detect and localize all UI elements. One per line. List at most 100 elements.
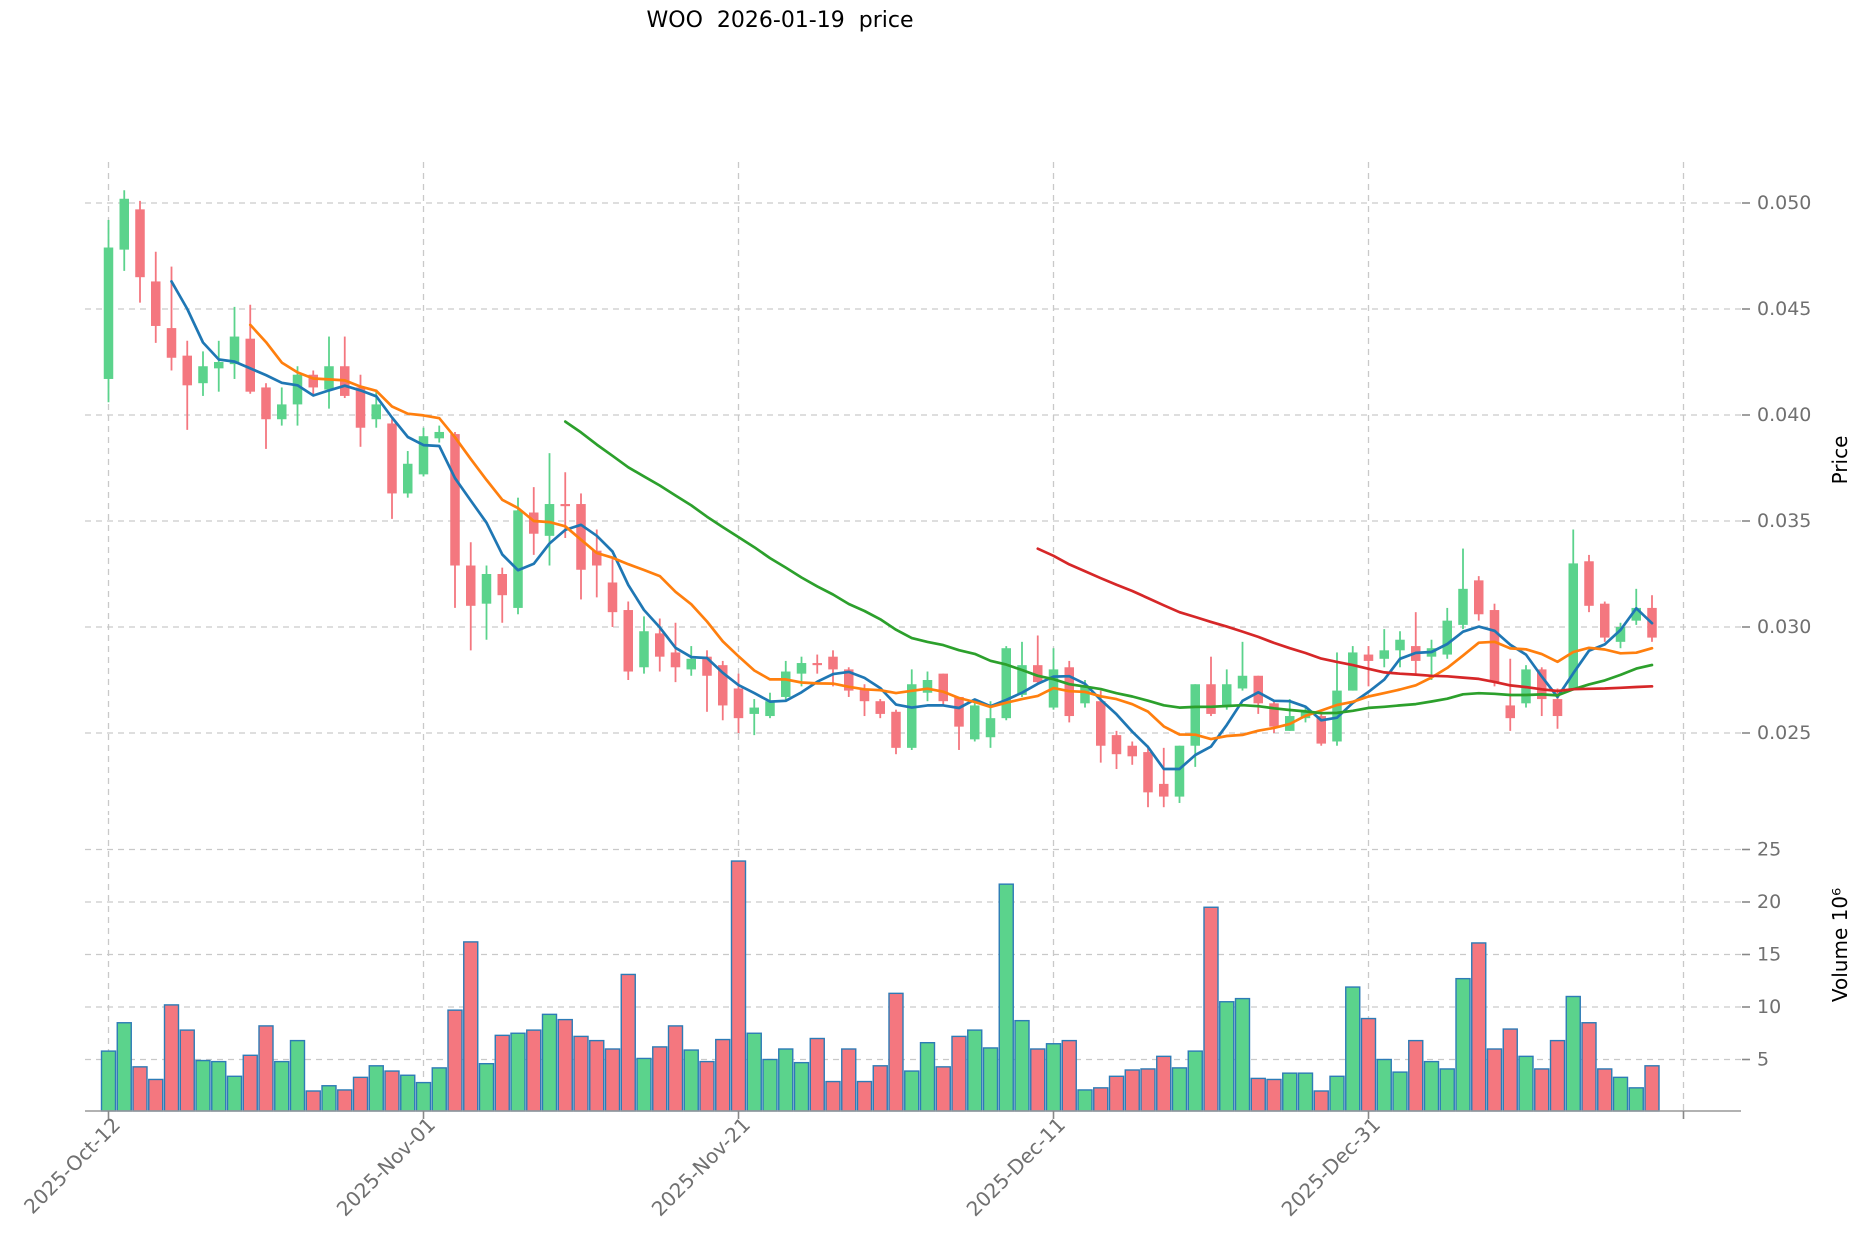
volume-bar [1408,1039,1424,1112]
volume-bar [195,1059,211,1112]
volume-bar [841,1048,857,1112]
candle-body [1033,665,1043,683]
candle-body [135,209,145,278]
volume-bar [667,1025,684,1112]
candle-body [607,582,618,613]
candle-body [733,688,744,719]
volume-tick-label: 25 [1757,839,1781,861]
volume-bar [683,1049,699,1112]
volume-tick-label: 15 [1757,944,1781,966]
candle-body [702,656,712,676]
candle-body [497,574,507,596]
candle-body [1316,716,1326,744]
volume-bar [1234,997,1251,1112]
sma-10-line [248,323,1654,741]
candle-body [655,633,665,657]
volume-tick-label: 5 [1757,1049,1769,1071]
volume-bar [1140,1068,1156,1112]
candle-body [922,680,933,693]
volume-bar [352,1076,369,1112]
volume-bar [242,1054,258,1112]
candle-body [1363,654,1374,661]
volume-bar [1093,1087,1109,1112]
volume-bar [1534,1068,1550,1112]
candles-layer [103,190,1657,808]
volume-bar [1518,1055,1534,1112]
volume-bar [809,1037,825,1112]
volume-bar [1439,1068,1455,1112]
date-tick-label: 2025-Oct-12 [19,1113,125,1219]
volume-bar [1565,995,1581,1112]
candle-body [1442,620,1452,655]
candle-body [1395,639,1405,651]
candle-body [544,504,555,536]
candle-body [1552,699,1563,717]
volume-bar [258,1025,274,1112]
volume-bar [1282,1072,1298,1112]
volume-bar [1612,1076,1629,1112]
volume-bar [1345,986,1361,1112]
date-tick-label: 2025-Dec-31 [1277,1113,1386,1222]
candle-body [812,663,822,666]
price-tick-label: 0.050 [1757,192,1811,214]
price-axis-title: Price [1828,436,1852,485]
candle-body [1584,561,1594,606]
candle-body [355,387,366,428]
candle-body [592,550,602,566]
volume-bar [1581,1022,1597,1112]
volume-bar [211,1060,227,1112]
chart-title: WOO 2026-01-19 price [646,8,914,33]
volume-bar [573,1035,589,1112]
candle-body [292,374,303,405]
volume-bar [132,1066,148,1112]
volume-bar [179,1029,195,1112]
volume-bar [1203,906,1219,1112]
candle-body [1237,675,1248,689]
sma-30-line [563,420,1654,715]
candle-body [182,355,192,386]
volume-axis-title: Volume 10⁶ [1828,888,1852,1002]
candle-body [1080,686,1090,704]
volume-bar [557,1018,573,1112]
candle-body [1253,675,1263,704]
volume-bar [1266,1078,1282,1112]
volume-bar [431,1067,447,1112]
candle-body [481,574,492,604]
volume-bar [636,1057,652,1112]
candle-body [229,336,240,365]
candle-body [718,665,728,706]
volume-bar [589,1039,605,1112]
volume-bar [1486,1048,1503,1112]
volume-bar [1628,1087,1644,1112]
volume-bar [337,1089,353,1112]
candle-body [1159,783,1169,797]
candle-body [1096,701,1106,746]
volume-bar [620,973,636,1112]
volume-bar [951,1035,967,1112]
volume-bar [904,1070,920,1112]
volume-bar [730,860,747,1112]
volume-bar [982,1047,999,1112]
candle-body [1222,684,1232,706]
volume-bar [1297,1072,1314,1112]
volume-bar [541,1013,558,1112]
volume-bar [1077,1089,1093,1112]
candle-body [308,374,318,388]
volume-bar [746,1032,762,1112]
volume-bar [163,1004,180,1112]
candle-body [954,696,964,727]
candle-body [513,510,523,608]
candle-body [875,701,885,714]
candle-body [985,718,996,738]
candle-body [387,423,397,494]
volume-bar [1423,1060,1440,1112]
volume-bar [116,1022,132,1112]
candle-body [1111,735,1122,755]
candle-body [686,658,696,670]
volume-bar [1376,1058,1392,1112]
volume-bar [1471,942,1487,1112]
candle-body [403,463,413,494]
volume-bar [762,1058,778,1112]
volume-bar [226,1075,243,1112]
